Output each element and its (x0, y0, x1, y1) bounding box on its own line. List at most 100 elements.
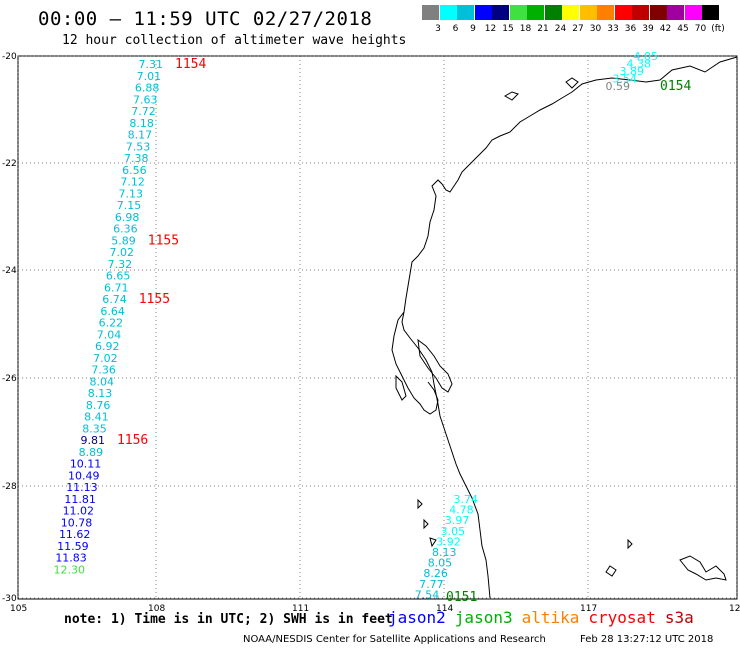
wave-height-value: 7.53 (126, 140, 151, 153)
map-note: note: 1) Time is in UTC; 2) SWH is in fe… (64, 612, 393, 627)
color-scale-label: 24 (554, 24, 567, 34)
wave-height-value: 6.98 (115, 211, 140, 224)
wave-height-value: 6.88 (135, 82, 160, 95)
wave-height-value: 3.05 (441, 525, 466, 538)
legend-altika: altika (521, 608, 580, 627)
wave-height-value: 7.02 (93, 352, 118, 365)
wave-height-value: 11.02 (63, 505, 95, 518)
legend-jason2: jason2 (388, 608, 446, 627)
coastline-island-north2 (565, 77, 579, 89)
color-swatch (684, 5, 702, 20)
lat-label: -30 (2, 594, 17, 604)
wave-height-value: 11.81 (64, 493, 96, 506)
wave-height-value: 6.71 (104, 281, 129, 294)
wave-height-value: 8.41 (84, 411, 109, 424)
color-scale-label: 30 (589, 24, 602, 34)
wave-height-value: 6.92 (95, 340, 120, 353)
legend-cryosat: cryosat (588, 608, 656, 627)
lon-label: 111 (292, 604, 309, 614)
wave-height-value: 7.72 (131, 105, 156, 118)
color-scale-label: 45 (677, 24, 689, 34)
coastline-island-abrolhos3 (417, 498, 423, 510)
observation-time: 1154 (175, 57, 206, 72)
coastline-island-abrolhos2 (429, 537, 437, 548)
color-swatch (422, 5, 439, 20)
lon-label: 105 (10, 604, 27, 614)
coastline-island-north (503, 91, 519, 101)
color-scale-label: 42 (659, 24, 672, 34)
color-swatch (457, 5, 474, 20)
wave-height-value: 10.49 (68, 469, 100, 482)
wave-height-value: 3.54 (613, 73, 638, 86)
lon-label: 117 (580, 604, 597, 614)
wave-height-value: 9.81 (80, 434, 105, 447)
wave-height-value: 8.05 (428, 557, 453, 570)
wave-height-value: 8.13 (432, 546, 457, 559)
wave-height-value: 11.62 (59, 528, 91, 541)
footer-credit: NOAA/NESDIS Center for Satellite Applica… (243, 634, 546, 645)
observation-time: 1155 (139, 292, 170, 307)
wave-height-value: 7.32 (108, 258, 133, 271)
wave-height-value: 6.56 (122, 164, 147, 177)
wave-height-value: 7.31 (139, 58, 164, 71)
lon-label: 120 (729, 604, 740, 614)
color-scale-label: 12 (484, 24, 497, 34)
wave-height-value: 8.76 (86, 399, 111, 412)
wave-height-value: 6.65 (106, 270, 131, 283)
coastline-island-abrolhos (423, 518, 429, 530)
observation-time: 0154 (660, 79, 691, 94)
wave-height-value: 10.78 (61, 516, 93, 529)
wave-height-value: 7.01 (137, 70, 162, 83)
lat-lon-grid (17, 55, 738, 599)
lon-label: 108 (148, 604, 165, 614)
map-subtitle: 12 hour collection of altimeter wave hei… (62, 33, 407, 48)
wave-height-value: 7.77 (419, 578, 444, 591)
wave-height-value: 4.38 (627, 58, 652, 71)
wave-height-value: 7.04 (97, 328, 122, 341)
map-frame (17, 55, 738, 600)
coastline-island-se (605, 565, 617, 577)
color-swatch (632, 5, 649, 20)
coastline-island-e (627, 538, 633, 550)
color-swatch (597, 5, 614, 20)
color-scale-label: 21 (537, 24, 549, 34)
color-scale-label: 3 (435, 24, 441, 34)
wave-height-value: 3.74 (454, 493, 479, 506)
wave-height-value: 5.89 (111, 234, 136, 247)
wave-height-value: 7.38 (124, 152, 149, 165)
color-scale-label: (ft) (711, 24, 725, 34)
color-scale-label: 15 (502, 24, 514, 34)
wave-height-value: 8.18 (129, 117, 154, 130)
wave-height-value: 7.13 (119, 187, 144, 200)
wave-height-value: 6.74 (102, 293, 127, 306)
wave-height-value: 11.83 (55, 552, 87, 565)
color-swatch (702, 5, 719, 20)
observation-time: 1155 (148, 233, 179, 248)
southeast-altimeter-track: 3.744.783.973.053.928.138.058.267.777.54… (415, 493, 478, 605)
color-swatch (579, 5, 597, 20)
color-swatch (492, 5, 509, 20)
lon-label: 114 (436, 604, 453, 614)
color-swatch (614, 5, 632, 20)
color-swatch (527, 5, 544, 20)
color-swatch (439, 5, 457, 20)
footer-timestamp: Feb 28 13:27:12 UTC 2018 (580, 634, 714, 645)
coastline-island-ne (679, 555, 727, 581)
wave-height-value: 8.13 (88, 387, 113, 400)
wave-height-value: 6.22 (99, 317, 124, 330)
map-title: 00:00 – 11:59 UTC 02/27/2018 (38, 8, 373, 30)
legend-s3a: s3a (664, 608, 694, 627)
color-swatch (667, 5, 684, 20)
coastline-peninsula (417, 338, 453, 393)
wave-height-value: 7.02 (109, 246, 134, 259)
wave-height-value: 8.26 (423, 567, 448, 580)
color-scale-label: 27 (572, 24, 584, 34)
wave-height-value: 3.89 (620, 65, 645, 78)
wave-height-value: 8.89 (79, 446, 104, 459)
wave-height-value: 11.13 (66, 481, 98, 494)
color-scale-label: 36 (624, 24, 637, 34)
lat-label: -24 (2, 266, 17, 276)
west-altimeter-track: 7.317.016.887.637.728.188.177.537.386.56… (54, 57, 207, 576)
